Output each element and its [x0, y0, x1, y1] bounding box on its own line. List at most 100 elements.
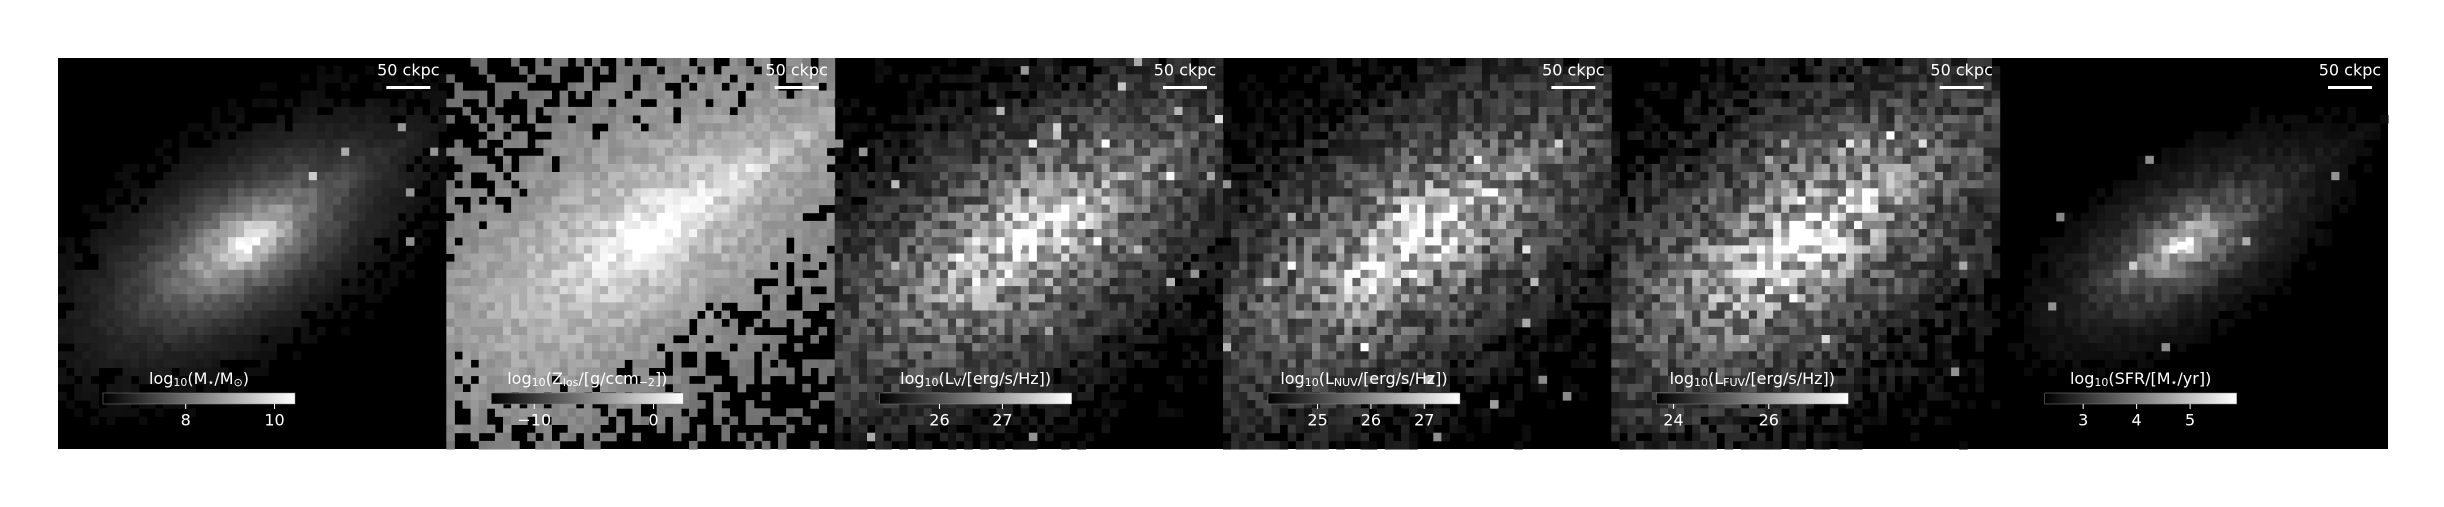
image-pixel [737, 163, 747, 173]
image-pixel [947, 286, 957, 295]
image-pixel [996, 400, 1006, 409]
image-pixel [672, 74, 682, 83]
image-pixel [931, 245, 941, 254]
image-pixel [203, 269, 213, 279]
image-pixel [511, 261, 520, 271]
image-pixel [1214, 180, 1224, 189]
image-pixel [883, 212, 892, 222]
image-pixel [567, 212, 577, 222]
image-pixel [1101, 139, 1111, 149]
image-pixel [664, 155, 674, 165]
image-pixel [98, 253, 108, 263]
image-pixel [1312, 66, 1321, 75]
image-pixel [1028, 294, 1038, 303]
image-pixel [244, 318, 253, 328]
image-pixel [535, 123, 544, 132]
image-pixel [972, 383, 981, 393]
image-pixel [1069, 229, 1078, 238]
image-pixel [761, 286, 771, 295]
image-pixel [778, 335, 787, 344]
image-pixel [486, 220, 496, 230]
image-pixel [624, 277, 633, 287]
image-pixel [1101, 318, 1111, 328]
image-pixel [842, 302, 852, 311]
image-pixel [316, 196, 326, 206]
image-pixel [187, 245, 196, 254]
image-pixel [1109, 155, 1119, 165]
image-pixel [640, 220, 650, 230]
image-pixel [956, 359, 965, 368]
image-pixel [292, 131, 302, 140]
image-pixel [1109, 229, 1119, 238]
image-pixel [1101, 400, 1111, 409]
image-pixel [1077, 286, 1086, 295]
image-pixel [268, 343, 277, 352]
image-pixel [308, 212, 318, 222]
image-pixel [753, 261, 763, 271]
image-pixel [227, 237, 237, 246]
image-pixel [405, 237, 415, 246]
image-pixel [624, 172, 633, 181]
image-pixel [850, 432, 860, 442]
image-pixel [341, 212, 350, 222]
image-pixel [988, 416, 997, 425]
image-pixel [1093, 351, 1103, 360]
image-pixel [616, 383, 625, 393]
image-pixel [705, 269, 714, 279]
image-pixel [1036, 269, 1046, 279]
image-pixel [1020, 58, 1030, 67]
image-pixel [1198, 229, 1208, 238]
image-pixel [1174, 229, 1183, 238]
image-pixel [292, 204, 302, 214]
image-pixel [883, 188, 892, 197]
image-pixel [583, 188, 593, 197]
image-pixel [147, 359, 156, 368]
image-pixel [1012, 359, 1022, 368]
image-pixel [592, 440, 601, 450]
image-pixel [1214, 131, 1224, 140]
colorbar-tick-label: 0 [648, 411, 658, 430]
image-pixel [260, 147, 269, 157]
image-pixel [1206, 180, 1216, 189]
image-pixel [575, 147, 585, 157]
image-pixel [211, 172, 221, 181]
image-pixel [996, 196, 1006, 206]
image-pixel [818, 90, 828, 100]
image-pixel [705, 172, 714, 181]
image-pixel [276, 229, 285, 238]
image-pixel [923, 172, 933, 181]
image-pixel [680, 286, 690, 295]
image-pixel [90, 229, 99, 238]
image-pixel [1182, 343, 1192, 352]
image-pixel [923, 131, 933, 140]
image-pixel [567, 318, 577, 328]
image-pixel [656, 359, 666, 368]
image-pixel [1198, 245, 1208, 254]
image-pixel [462, 351, 472, 360]
image-pixel [519, 237, 528, 246]
image-pixel [923, 335, 933, 344]
image-pixel [1109, 326, 1119, 336]
image-pixel [689, 98, 698, 108]
image-pixel [592, 343, 601, 352]
image-pixel [867, 432, 876, 442]
image-pixel [397, 131, 407, 140]
image-pixel [155, 310, 164, 320]
image-pixel [1125, 180, 1135, 189]
image-pixel [915, 172, 925, 181]
image-pixel [883, 310, 892, 320]
image-pixel [988, 335, 997, 344]
image-pixel [1077, 163, 1086, 173]
image-pixel [656, 335, 666, 344]
image-pixel [705, 123, 714, 132]
image-pixel [947, 58, 957, 67]
image-pixel [438, 155, 447, 165]
image-pixel [769, 106, 779, 116]
image-pixel [956, 277, 965, 287]
image-pixel [503, 269, 512, 279]
image-pixel [260, 294, 269, 303]
image-pixel [1061, 318, 1070, 328]
image-pixel [680, 98, 690, 108]
image-pixel [219, 294, 229, 303]
image-pixel [236, 286, 245, 295]
